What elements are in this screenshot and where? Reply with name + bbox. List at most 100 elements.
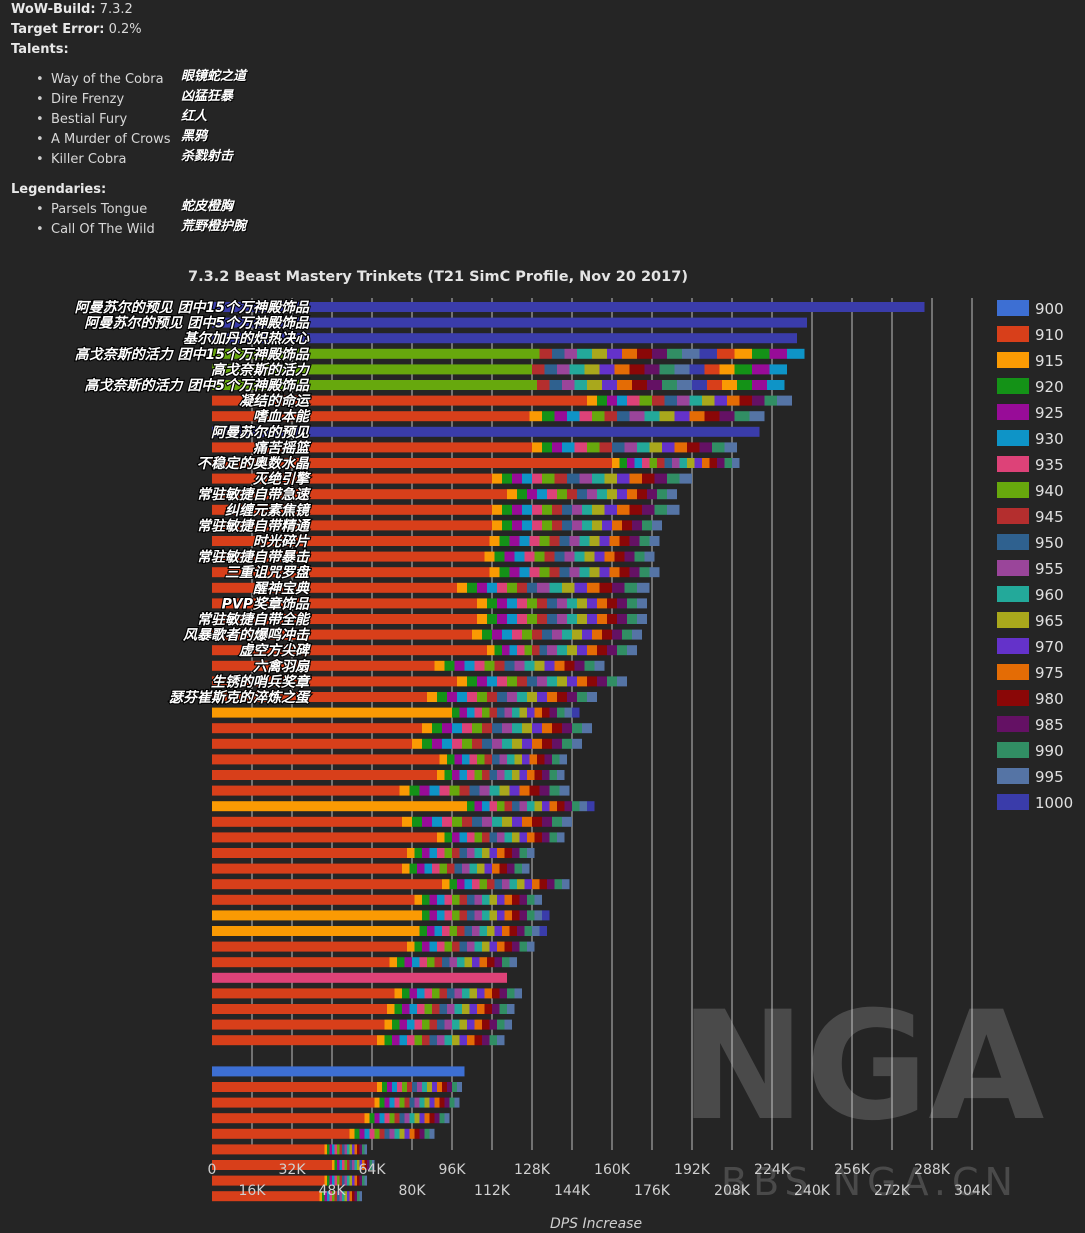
- bar-segment: [477, 692, 487, 702]
- bar-segment: [664, 458, 672, 468]
- bar-segment: [389, 1097, 395, 1108]
- bar-segment: [397, 1082, 402, 1092]
- bar-segment: [502, 879, 510, 890]
- bar-row: [212, 442, 737, 453]
- bar-segment: [429, 941, 437, 952]
- bar-segment: [664, 395, 677, 406]
- bar-segment: [479, 785, 490, 796]
- bar-segment: [482, 801, 490, 812]
- bar-segment: [472, 957, 480, 968]
- bar-segment: [414, 1035, 422, 1046]
- bar-segment: [467, 770, 475, 780]
- bar-segment: [519, 536, 530, 546]
- bar-segment: [619, 567, 630, 578]
- legend-label: 990: [1035, 742, 1064, 760]
- talent-item: Bestial Fury 红人: [11, 109, 351, 130]
- bar-segment: [597, 614, 607, 624]
- bar-segment: [592, 348, 607, 359]
- bar-segment: [502, 957, 510, 968]
- bar-segment: [547, 489, 557, 500]
- bar-segment: [412, 957, 420, 968]
- bar-segment: [667, 348, 682, 359]
- bar-segment: [559, 785, 570, 796]
- bar-segment: [574, 442, 587, 453]
- bar-segment: [384, 1097, 390, 1108]
- bar-segment: [612, 629, 622, 640]
- bar-segment: [504, 801, 512, 812]
- bar-segment: [527, 692, 537, 702]
- bar-segment: [212, 1128, 350, 1139]
- bar-row: [212, 1175, 367, 1186]
- x-tick-label: 288K: [914, 1162, 951, 1178]
- bar-segment: [532, 520, 542, 531]
- legend-label: 900: [1035, 300, 1064, 318]
- bar-segment: [519, 941, 527, 952]
- bar-segment: [377, 1035, 385, 1046]
- bar-segment: [532, 504, 542, 515]
- legend-swatch: [997, 430, 1029, 446]
- bar-segment: [537, 582, 550, 593]
- bar-segment: [414, 1097, 420, 1108]
- bar-segment: [587, 676, 597, 687]
- watermark-url: BBS.NGA.CN: [721, 1160, 1019, 1204]
- bar-segment: [394, 1097, 400, 1108]
- bar-segment: [357, 1191, 360, 1202]
- chart-title: 7.3.2 Beast Mastery Trinkets (T21 SimC P…: [188, 269, 688, 285]
- legend-swatch: [997, 716, 1029, 732]
- bar-segment: [374, 1128, 380, 1139]
- bar-segment: [552, 504, 562, 515]
- bar-segment: [547, 692, 557, 702]
- bar-segment: [594, 660, 605, 671]
- bar-segment: [437, 941, 445, 952]
- bar-segment: [349, 1175, 352, 1186]
- bar-segment: [569, 536, 580, 546]
- category-label: 常驻敏捷自带急速: [197, 486, 312, 503]
- bar-segment: [344, 1144, 347, 1155]
- bar-segment: [212, 676, 457, 687]
- bar-segment: [444, 894, 452, 905]
- bar-segment: [429, 910, 437, 921]
- bar-segment: [542, 832, 550, 843]
- bar-segment: [559, 754, 567, 765]
- bar-segment: [504, 770, 512, 780]
- bar-segment: [429, 1128, 435, 1139]
- bar-segment: [422, 723, 432, 734]
- bar-segment: [212, 520, 492, 531]
- bar-segment: [439, 1004, 447, 1014]
- bar-segment: [457, 957, 465, 968]
- bar-segment: [437, 848, 445, 858]
- bar-segment: [502, 738, 512, 749]
- category-label: 虚空方尖碑: [238, 642, 311, 659]
- bar-segment: [489, 910, 497, 921]
- x-tick-label: 272K: [874, 1183, 911, 1199]
- bar-segment: [212, 551, 485, 562]
- bar-row: [212, 879, 570, 890]
- x-tick-label: 160K: [594, 1162, 631, 1178]
- bar-segment: [349, 1144, 352, 1155]
- bar-segment: [432, 1082, 437, 1092]
- bar-segment: [482, 707, 490, 718]
- bar-segment: [574, 380, 587, 390]
- bar-segment: [477, 988, 485, 999]
- bar-row: [212, 1191, 362, 1202]
- bar-segment: [692, 380, 707, 390]
- bar-segment: [517, 598, 527, 609]
- bar-segment: [469, 988, 477, 999]
- bar-segment: [512, 941, 520, 952]
- bar-segment: [534, 910, 542, 921]
- bar-segment: [512, 520, 522, 531]
- bar-segment: [427, 1082, 432, 1092]
- bar-segment: [537, 676, 547, 687]
- legend-swatch: [997, 638, 1029, 654]
- bar-segment: [592, 411, 605, 422]
- bar-segment: [437, 1019, 445, 1030]
- bar-segment: [364, 1113, 370, 1124]
- bar-segment: [519, 894, 527, 905]
- bar-segment: [699, 442, 712, 453]
- bar-row: [212, 692, 597, 702]
- bar-segment: [679, 473, 692, 484]
- bar-segment: [552, 723, 562, 734]
- bar-segment: [492, 473, 502, 484]
- bar-segment: [509, 536, 520, 546]
- bar-segment: [489, 1035, 497, 1046]
